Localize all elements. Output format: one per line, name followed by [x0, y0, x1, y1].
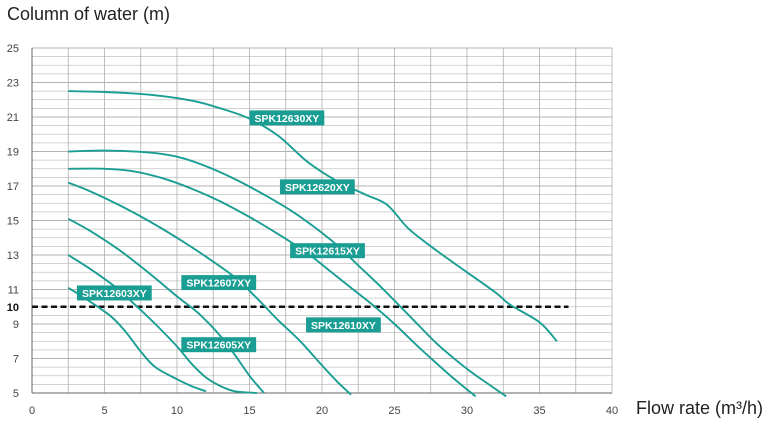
grid: [31, 47, 613, 394]
y-axis-title: Column of water (m): [7, 4, 171, 24]
x-tick-label: 20: [316, 405, 328, 417]
label-badge: [76, 285, 152, 301]
x-tick-label: 5: [101, 405, 107, 417]
label-badge: [306, 317, 381, 333]
label-badge: [279, 179, 355, 195]
y-tick-label: 15: [7, 216, 19, 228]
series-label-spk12620xy: SPK12620XY: [279, 179, 355, 195]
curve-spk12620xy: [68, 149, 507, 398]
series-label-spk12630xy: SPK12630XY: [249, 110, 325, 126]
series-label-spk12610xy: SPK12610XY: [306, 317, 381, 333]
label-text: SPK12605XY: [186, 340, 251, 352]
x-tick-label: 25: [388, 405, 400, 417]
curve-spk12607xy: [67, 217, 265, 394]
series-label-spk12603xy: SPK12603XY: [76, 285, 152, 301]
x-tick-label: 40: [606, 405, 618, 417]
curve-spk12605xy: [67, 254, 257, 394]
label-text: SPK12620XY: [285, 182, 350, 194]
y-tick-label: 5: [13, 388, 19, 400]
series-labels: SPK12630XY SPK12620XY SPK12615XY SPK12607XY…: [76, 110, 381, 353]
label-text: SPK12603XY: [82, 288, 147, 300]
label-text: SPK12607XY: [186, 278, 251, 290]
label-badge: [249, 110, 325, 126]
x-axis-title: Flow rate (m³/h): [636, 398, 764, 418]
y-tick-label: 11: [8, 285, 19, 297]
label-badge: [290, 243, 365, 259]
x-tick-label: 35: [533, 405, 545, 417]
y-tick-label: 7: [13, 354, 19, 366]
label-badge: [181, 275, 257, 291]
y-tick-label: 19: [7, 147, 19, 159]
x-tick-label: 0: [29, 405, 35, 417]
x-tick-label: 10: [171, 405, 183, 417]
label-text: SPK12615XY: [295, 246, 360, 258]
y-tick-label: 25: [7, 43, 19, 55]
y-tick-label: 17: [7, 181, 19, 193]
label-text: SPK12610XY: [311, 320, 376, 332]
x-tick-label: 15: [243, 405, 255, 417]
y-tick-label: 9: [13, 319, 19, 331]
y-tick-label: 13: [7, 250, 19, 262]
y-tick-label: 10: [7, 302, 19, 314]
series-label-spk12615xy: SPK12615XY: [290, 243, 365, 259]
x-tick-label: 30: [461, 405, 473, 417]
label-text: SPK12630XY: [255, 113, 320, 125]
y-tick-label: 23: [7, 78, 19, 90]
curve-spk12603xy: [67, 286, 207, 393]
axes: [31, 48, 612, 394]
series-label-spk12605xy: SPK12605XY: [181, 337, 257, 353]
y-tick-label: 21: [7, 112, 19, 124]
label-badge: [181, 337, 257, 353]
curve-spk12615xy: [68, 167, 477, 398]
series-label-spk12607xy: SPK12607XY: [181, 275, 257, 291]
